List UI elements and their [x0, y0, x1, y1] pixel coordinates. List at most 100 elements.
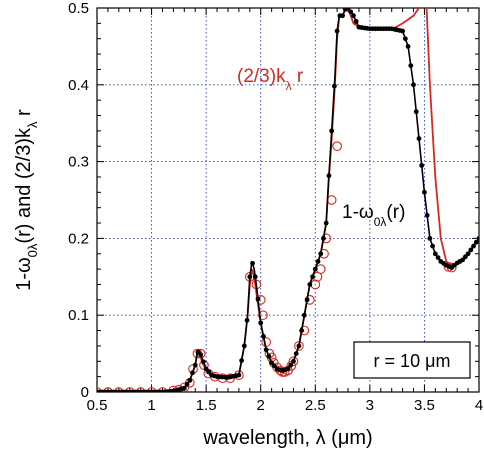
- series-black-marker: [293, 351, 299, 356]
- series-black-marker: [422, 189, 427, 195]
- series-black-marker: [310, 274, 315, 280]
- y-tick-label: 0.5: [68, 0, 89, 17]
- y-tick-labels: 0 0.1 0.2 0.3 0.4 0.5: [68, 0, 89, 401]
- series-black-marker: [258, 320, 264, 326]
- y-tick-label: 0.1: [68, 307, 89, 324]
- series-black-marker: [203, 366, 209, 372]
- series-black-marker: [184, 381, 190, 387]
- series-black-marker: [307, 282, 313, 287]
- axis-ticks: [96, 7, 480, 393]
- series-black-marker: [301, 312, 307, 318]
- series-black-marker: [252, 274, 258, 280]
- series-black-marker: [321, 236, 326, 241]
- y-tick-label: 0.3: [68, 154, 89, 171]
- plot-area: [96, 7, 480, 393]
- series-black-marker: [247, 274, 253, 280]
- series-black-marker: [430, 243, 436, 249]
- y-tick-label: 0: [81, 384, 89, 401]
- series-black-marker: [201, 359, 206, 365]
- series-black-marker: [432, 251, 438, 257]
- series-black-marker: [413, 109, 419, 115]
- series-black-marker: [285, 366, 291, 372]
- series-black-marker: [353, 19, 359, 24]
- series-black-marker: [187, 378, 193, 383]
- y-tick-label: 0.2: [68, 230, 89, 247]
- series-red-marker: [124, 387, 135, 392]
- x-tick-labels: 0.5 1 1.5 2 2.5 3 3.5 4: [87, 397, 484, 414]
- series-red-marker: [288, 356, 299, 367]
- series-black-marker: [351, 13, 356, 19]
- series-black-marker: [331, 83, 337, 89]
- series-black-marker: [476, 236, 479, 241]
- y-tick-label: 0.4: [68, 77, 89, 94]
- x-tick-label: 2.5: [305, 397, 326, 414]
- series-black-marker: [340, 13, 345, 19]
- series-black-marker: [269, 360, 275, 366]
- series-red-marker: [258, 310, 268, 321]
- series-black-marker: [304, 297, 310, 303]
- series-black-marker: [323, 220, 329, 226]
- x-tick-label: 2: [257, 397, 265, 414]
- series-red-marker: [103, 387, 113, 392]
- y-axis-label: 1-ω0λ(r) and (2/3)kλ r: [13, 109, 40, 291]
- series-black-marker: [345, 8, 351, 11]
- series-red-marker: [332, 141, 342, 152]
- series-black-marker: [288, 362, 294, 368]
- series-black-marker: [427, 236, 433, 241]
- x-tick-label: 3.5: [414, 397, 435, 414]
- series-red-marker: [113, 387, 124, 392]
- series-black-marker: [190, 370, 195, 376]
- series-black-marker: [236, 372, 242, 378]
- annotation-box: [353, 341, 471, 379]
- series-black-marker: [244, 317, 250, 323]
- series-black-marker: [329, 128, 335, 134]
- series-black-marker: [334, 28, 340, 34]
- series-black-marker: [291, 358, 296, 364]
- series-black-marker: [419, 163, 425, 168]
- series-black-marker: [181, 385, 187, 391]
- series-black-marker: [239, 358, 245, 363]
- x-tick-label: 0.5: [87, 397, 108, 414]
- series-red-marker: [157, 387, 168, 392]
- series-black-marker: [263, 347, 269, 353]
- series-black-marker: [299, 328, 305, 333]
- series-black-marker: [296, 343, 302, 349]
- series-black-marker: [250, 260, 255, 266]
- series-black-marker: [411, 82, 416, 88]
- series-black-marker: [424, 212, 430, 218]
- x-tick-label: 1.5: [196, 397, 217, 414]
- series-black-marker: [468, 247, 474, 253]
- x-tick-label: 3: [366, 397, 374, 414]
- series-black-marker: [416, 136, 422, 141]
- series-black-marker: [261, 333, 266, 339]
- series-black-marker: [402, 36, 408, 42]
- series-black-marker: [241, 343, 247, 349]
- series-black-marker: [348, 9, 354, 15]
- series-black-marker: [326, 173, 332, 179]
- series-label-red: (2/3)kλ r: [237, 66, 304, 93]
- series-black-marker: [312, 266, 318, 272]
- gridlines: [97, 8, 479, 392]
- series-black-marker: [405, 44, 411, 49]
- annotation-text: r = 10 μm: [374, 351, 451, 371]
- series-red-marker: [135, 387, 146, 392]
- series-black-marker: [462, 254, 468, 260]
- x-tick-label: 4: [475, 397, 483, 414]
- series-black-marker: [206, 369, 212, 375]
- series-black-marker: [271, 363, 277, 369]
- series-black-marker: [465, 251, 471, 257]
- series-black-marker: [192, 362, 198, 368]
- series-black-marker: [198, 352, 204, 358]
- series-black-marker: [460, 257, 466, 263]
- series-black-marker: [255, 296, 261, 302]
- series-black-marker: [408, 63, 414, 68]
- series-black-marker: [315, 259, 321, 264]
- series-red-marker: [146, 387, 157, 392]
- x-axis-label: wavelength, λ (μm): [202, 427, 372, 449]
- series-black-marker: [318, 251, 324, 257]
- series-black-marker: [435, 255, 441, 260]
- series-label-black: 1-ω0λ(r): [342, 202, 405, 229]
- series-black-marker: [471, 243, 476, 249]
- series-black-marker: [400, 28, 405, 34]
